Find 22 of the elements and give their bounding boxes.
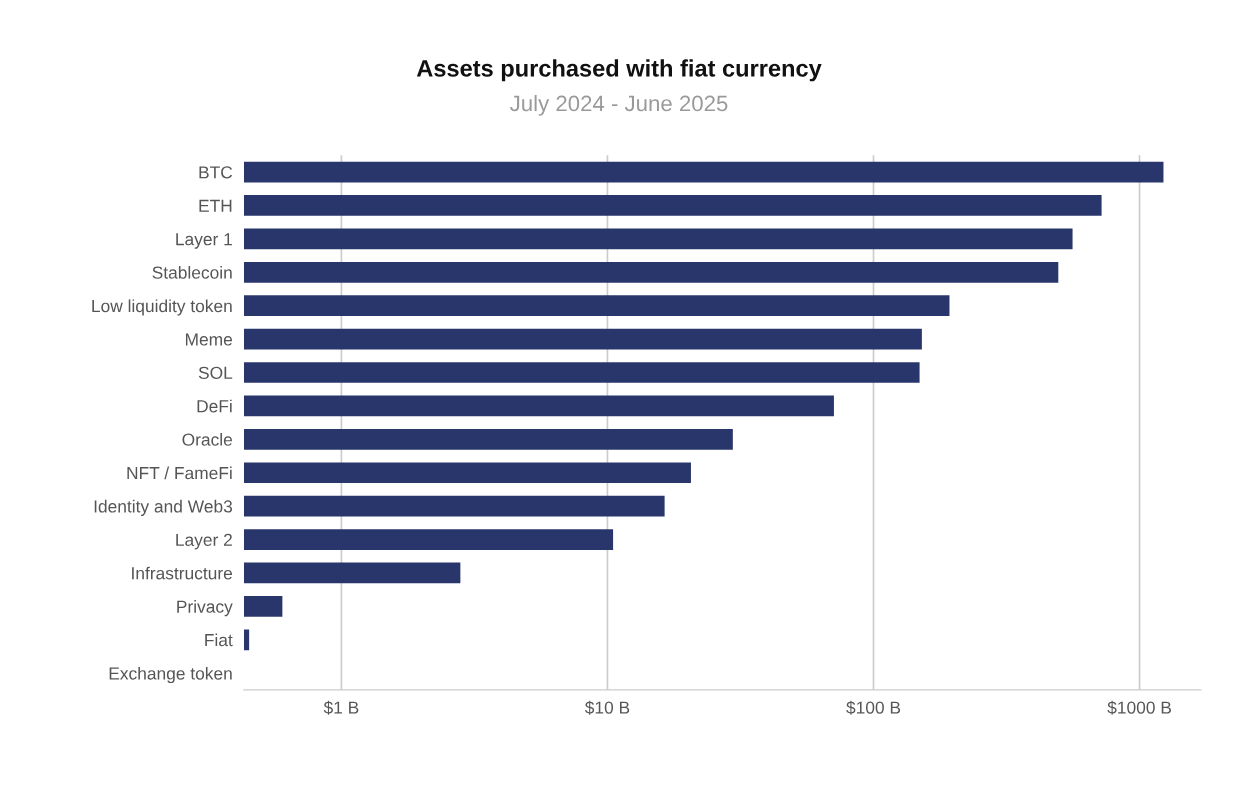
y-tick-label: SOL xyxy=(198,366,233,379)
y-tick-label: ETH xyxy=(199,199,232,212)
x-tick-label: $10 B xyxy=(584,700,630,715)
y-tick-label: Identity and Web3 xyxy=(94,499,233,517)
chart-subtitle: July 2024 - June 2025 xyxy=(510,94,728,116)
x-tick-label: $100 B xyxy=(846,700,901,715)
y-tick-label: Layer 2 xyxy=(176,533,232,550)
chart-title: Assets purchased with fiat currency xyxy=(416,59,822,82)
y-tick-label: Layer 1 xyxy=(176,233,232,249)
y-tick-label: Oracle xyxy=(182,433,233,446)
y-tick-label: Privacy xyxy=(177,600,233,617)
y-tick-label: Fiat xyxy=(205,633,233,647)
y-tick-label: Exchange token xyxy=(109,666,232,684)
y-tick-label: Low liquidity token xyxy=(92,299,232,316)
y-tick-label: Stablecoin xyxy=(152,266,232,279)
y-tick-label: BTC xyxy=(199,166,233,179)
x-tick-label: $1 B xyxy=(323,700,359,715)
x-tick-label: $1000 B xyxy=(1107,700,1171,715)
y-tick-label: NFT / FameFi xyxy=(127,466,232,480)
y-tick-label: DeFi xyxy=(197,399,232,413)
y-tick-label: Meme xyxy=(185,333,233,346)
y-tick-label: Infrastructure xyxy=(132,566,233,580)
